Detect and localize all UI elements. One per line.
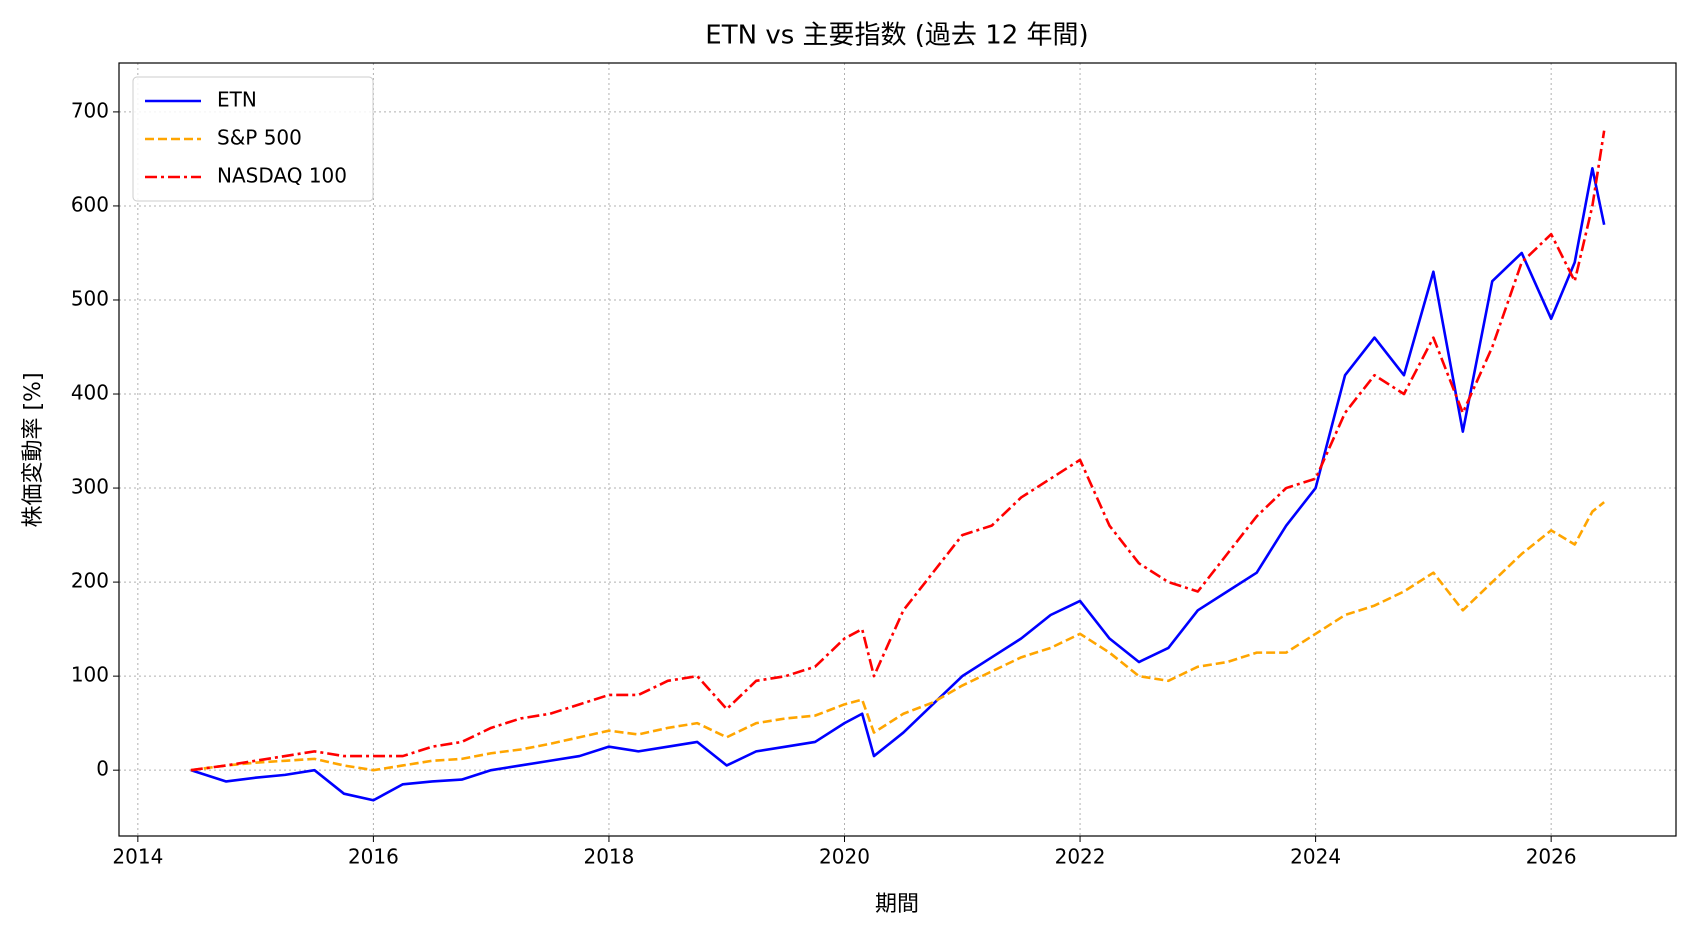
legend-label: NASDAQ 100 [217,164,347,188]
plot-frame [118,62,1677,837]
y-axis-label: 株価変動率 [%] [21,372,46,527]
x-tick-label: 2024 [1290,845,1341,869]
x-tick-label: 2020 [819,845,870,869]
y-tick-label: 0 [96,757,109,781]
x-tick-label: 2026 [1526,845,1577,869]
x-tick-label: 2016 [348,845,399,869]
y-tick-label: 200 [71,569,109,593]
data-line [190,501,1605,772]
data-line [190,167,1606,802]
y-tick-label: 100 [71,663,109,687]
y-tick-label: 300 [71,475,109,499]
x-axis-label: 期間 [875,892,919,917]
legend-box [132,76,374,202]
data-line [190,130,1606,772]
x-tick-label: 2014 [112,845,163,869]
legend-label: S&P 500 [217,126,302,150]
y-tick-label: 400 [71,381,109,405]
legend-label: ETN [217,88,257,112]
x-tick-label: 2022 [1055,845,1106,869]
y-tick-label: 500 [71,286,109,310]
chart-title: ETN vs 主要指数 (過去 12 年間) [705,21,1088,51]
x-tick-label: 2018 [583,845,634,869]
y-tick-label: 700 [71,98,109,122]
y-tick-label: 600 [71,192,109,216]
